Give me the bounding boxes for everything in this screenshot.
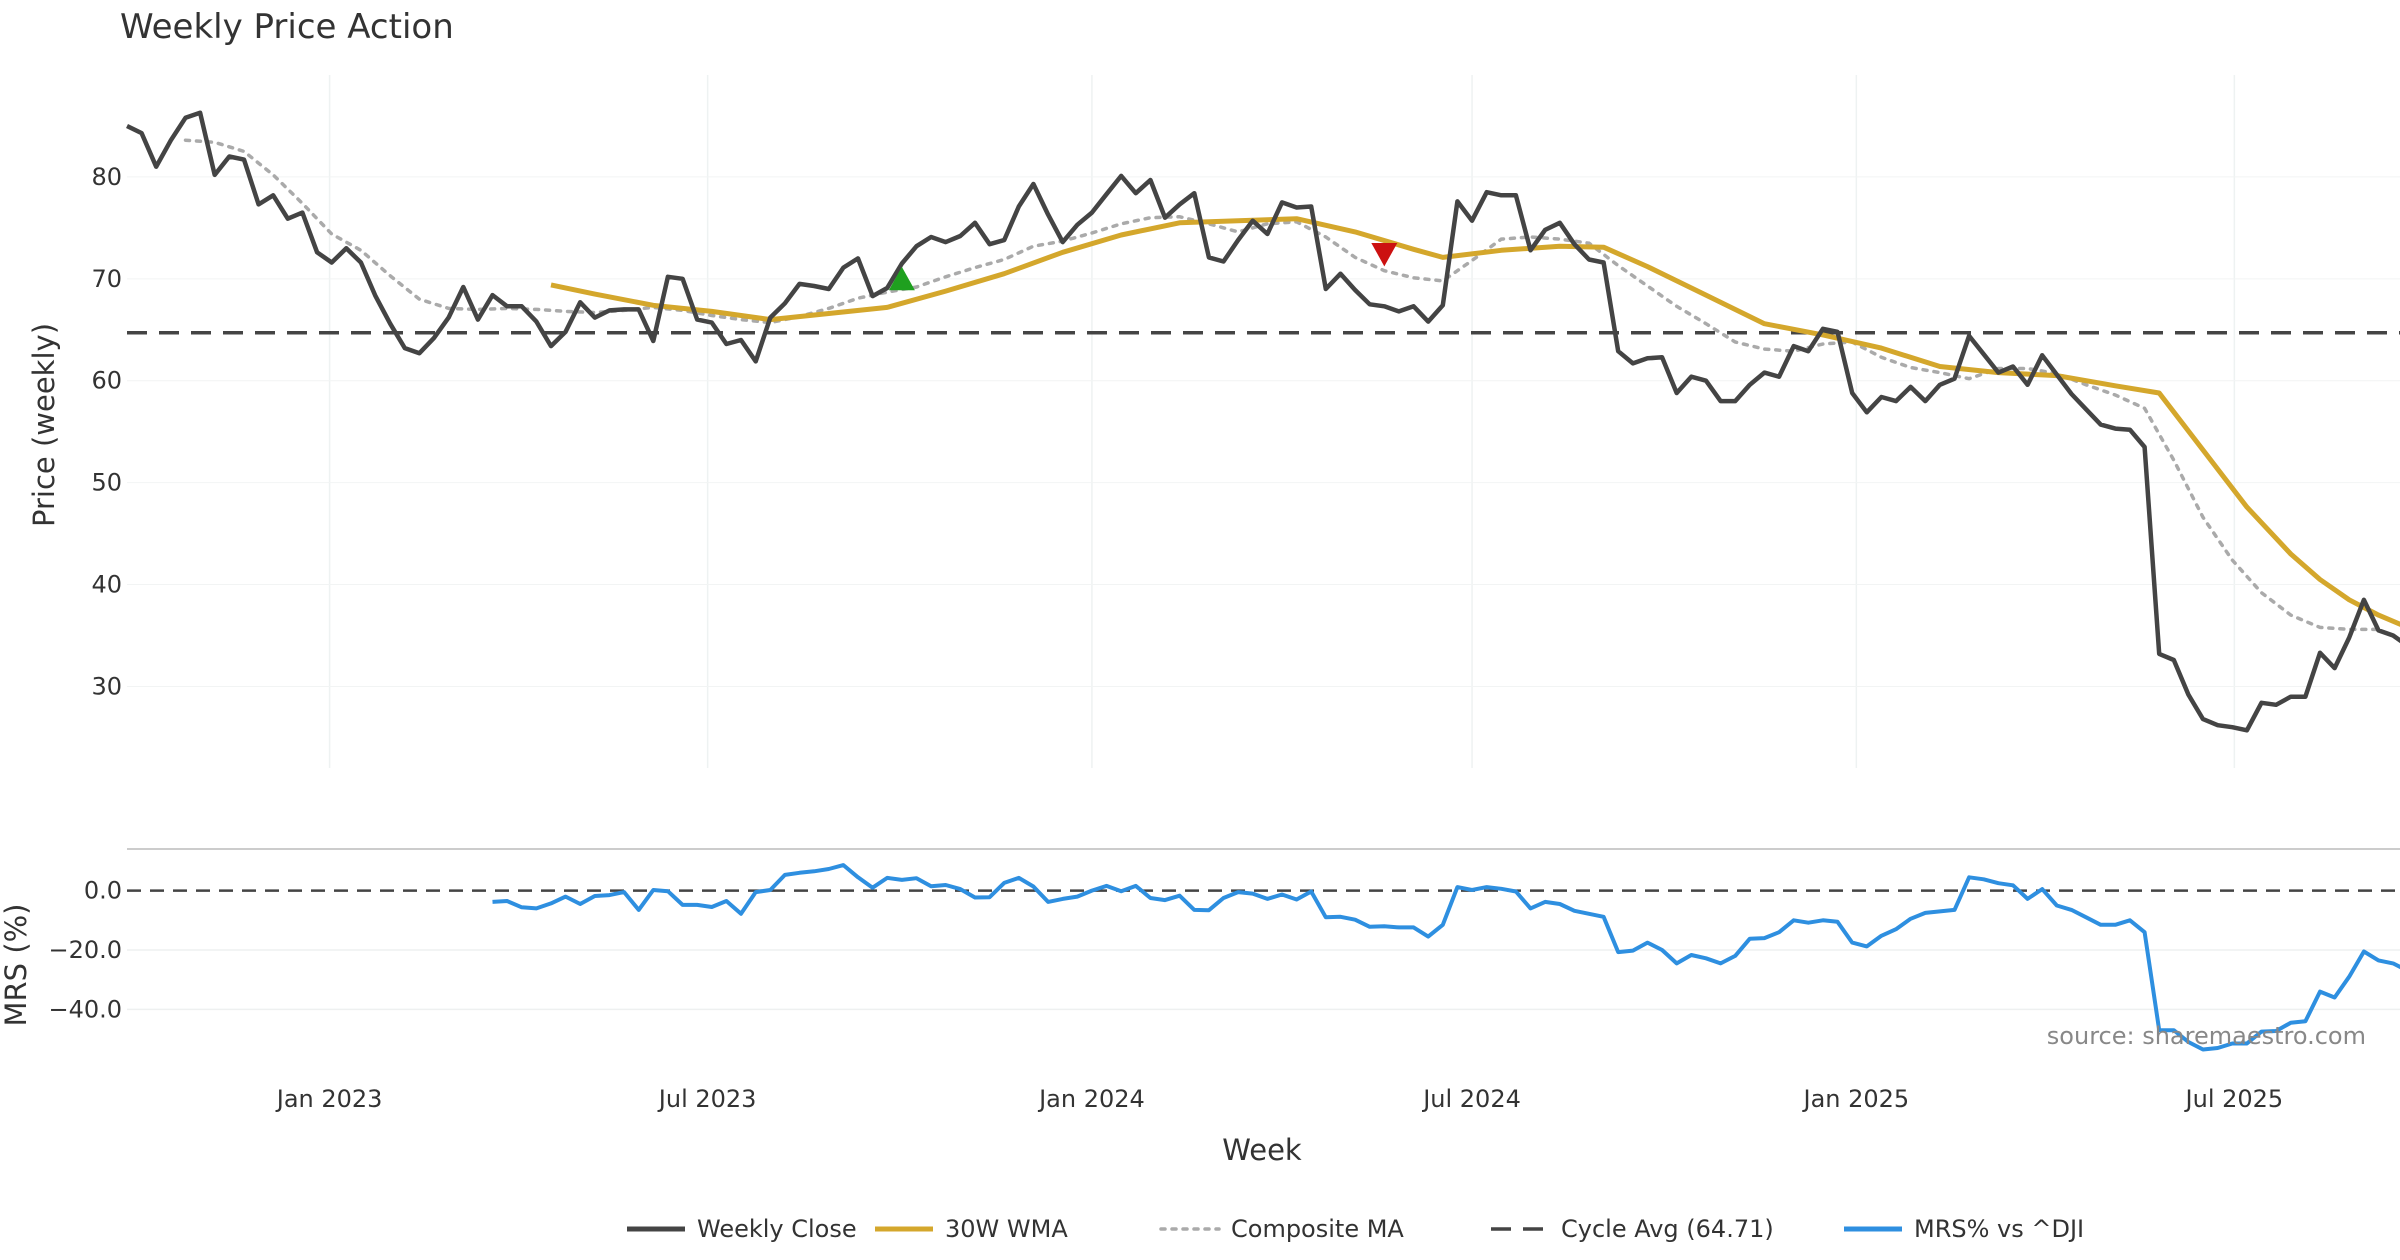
legend-label: Weekly Close [697, 1215, 857, 1243]
price-y-tick-label: 70 [91, 265, 122, 293]
source-credit: source: sharemaestro.com [2047, 1022, 2366, 1050]
legend-item: 30W WMA [875, 1215, 1068, 1243]
signal-markers [888, 242, 1398, 291]
price-y-ticks: 30 40 50 60 70 80 [91, 163, 2400, 700]
mrs-y-axis-label: MRS (%) [0, 904, 33, 1027]
chart-title: Weekly Price Action [120, 7, 454, 47]
legend-item: Cycle Avg (64.71) [1491, 1215, 1774, 1243]
price-y-tick-label: 40 [91, 571, 122, 599]
x-axis-label: Week [1222, 1133, 1302, 1167]
legend-item: Weekly Close [627, 1215, 857, 1243]
x-tick-label: Jan 2024 [1037, 1085, 1145, 1113]
x-tick-label: Jan 2025 [1801, 1085, 1909, 1113]
legend-label: MRS% vs ^DJI [1914, 1215, 2084, 1243]
weekly-close-line [126, 110, 2400, 733]
x-axis-ticks: Jan 2023 Jul 2023 Jan 2024 Jul 2024 Jan 2025… [275, 1085, 2283, 1113]
legend-label: Composite MA [1231, 1215, 1404, 1243]
price-y-axis-label: Price (weekly) [27, 323, 61, 527]
mrs-y-tick-label: −40.0 [48, 995, 122, 1023]
mrs-y-tick-label: −20.0 [48, 936, 122, 964]
price-y-tick-label: 80 [91, 163, 122, 191]
vertical-gridlines [328, 75, 2236, 768]
x-tick-label: Jul 2025 [2184, 1085, 2284, 1113]
mrs-panel: 0.0 −20.0 −40.0 [48, 863, 2400, 1052]
price-y-tick-label: 60 [91, 367, 122, 395]
mrs-line [492, 863, 2400, 1052]
x-tick-label: Jul 2023 [657, 1085, 757, 1113]
legend-item: Composite MA [1159, 1215, 1404, 1243]
mrs-y-tick-label: 0.0 [84, 877, 122, 905]
legend-label: 30W WMA [945, 1215, 1068, 1243]
price-y-tick-label: 50 [91, 469, 122, 497]
legend: Weekly Close 30W WMA Composite MA Cycle Avg… [627, 1215, 2084, 1243]
buy-signal-marker [888, 266, 915, 291]
price-y-tick-label: 30 [91, 672, 122, 700]
price-panel: 30 40 50 60 70 80 [91, 110, 2400, 733]
mrs-y-ticks: 0.0 −20.0 −40.0 [48, 877, 2400, 1023]
x-tick-label: Jan 2023 [275, 1085, 383, 1113]
x-tick-label: Jul 2024 [1421, 1085, 1521, 1113]
legend-item: MRS% vs ^DJI [1844, 1215, 2084, 1243]
wma-30w-line [550, 216, 2400, 627]
legend-label: Cycle Avg (64.71) [1561, 1215, 1774, 1243]
sell-signal-marker [1371, 242, 1398, 267]
